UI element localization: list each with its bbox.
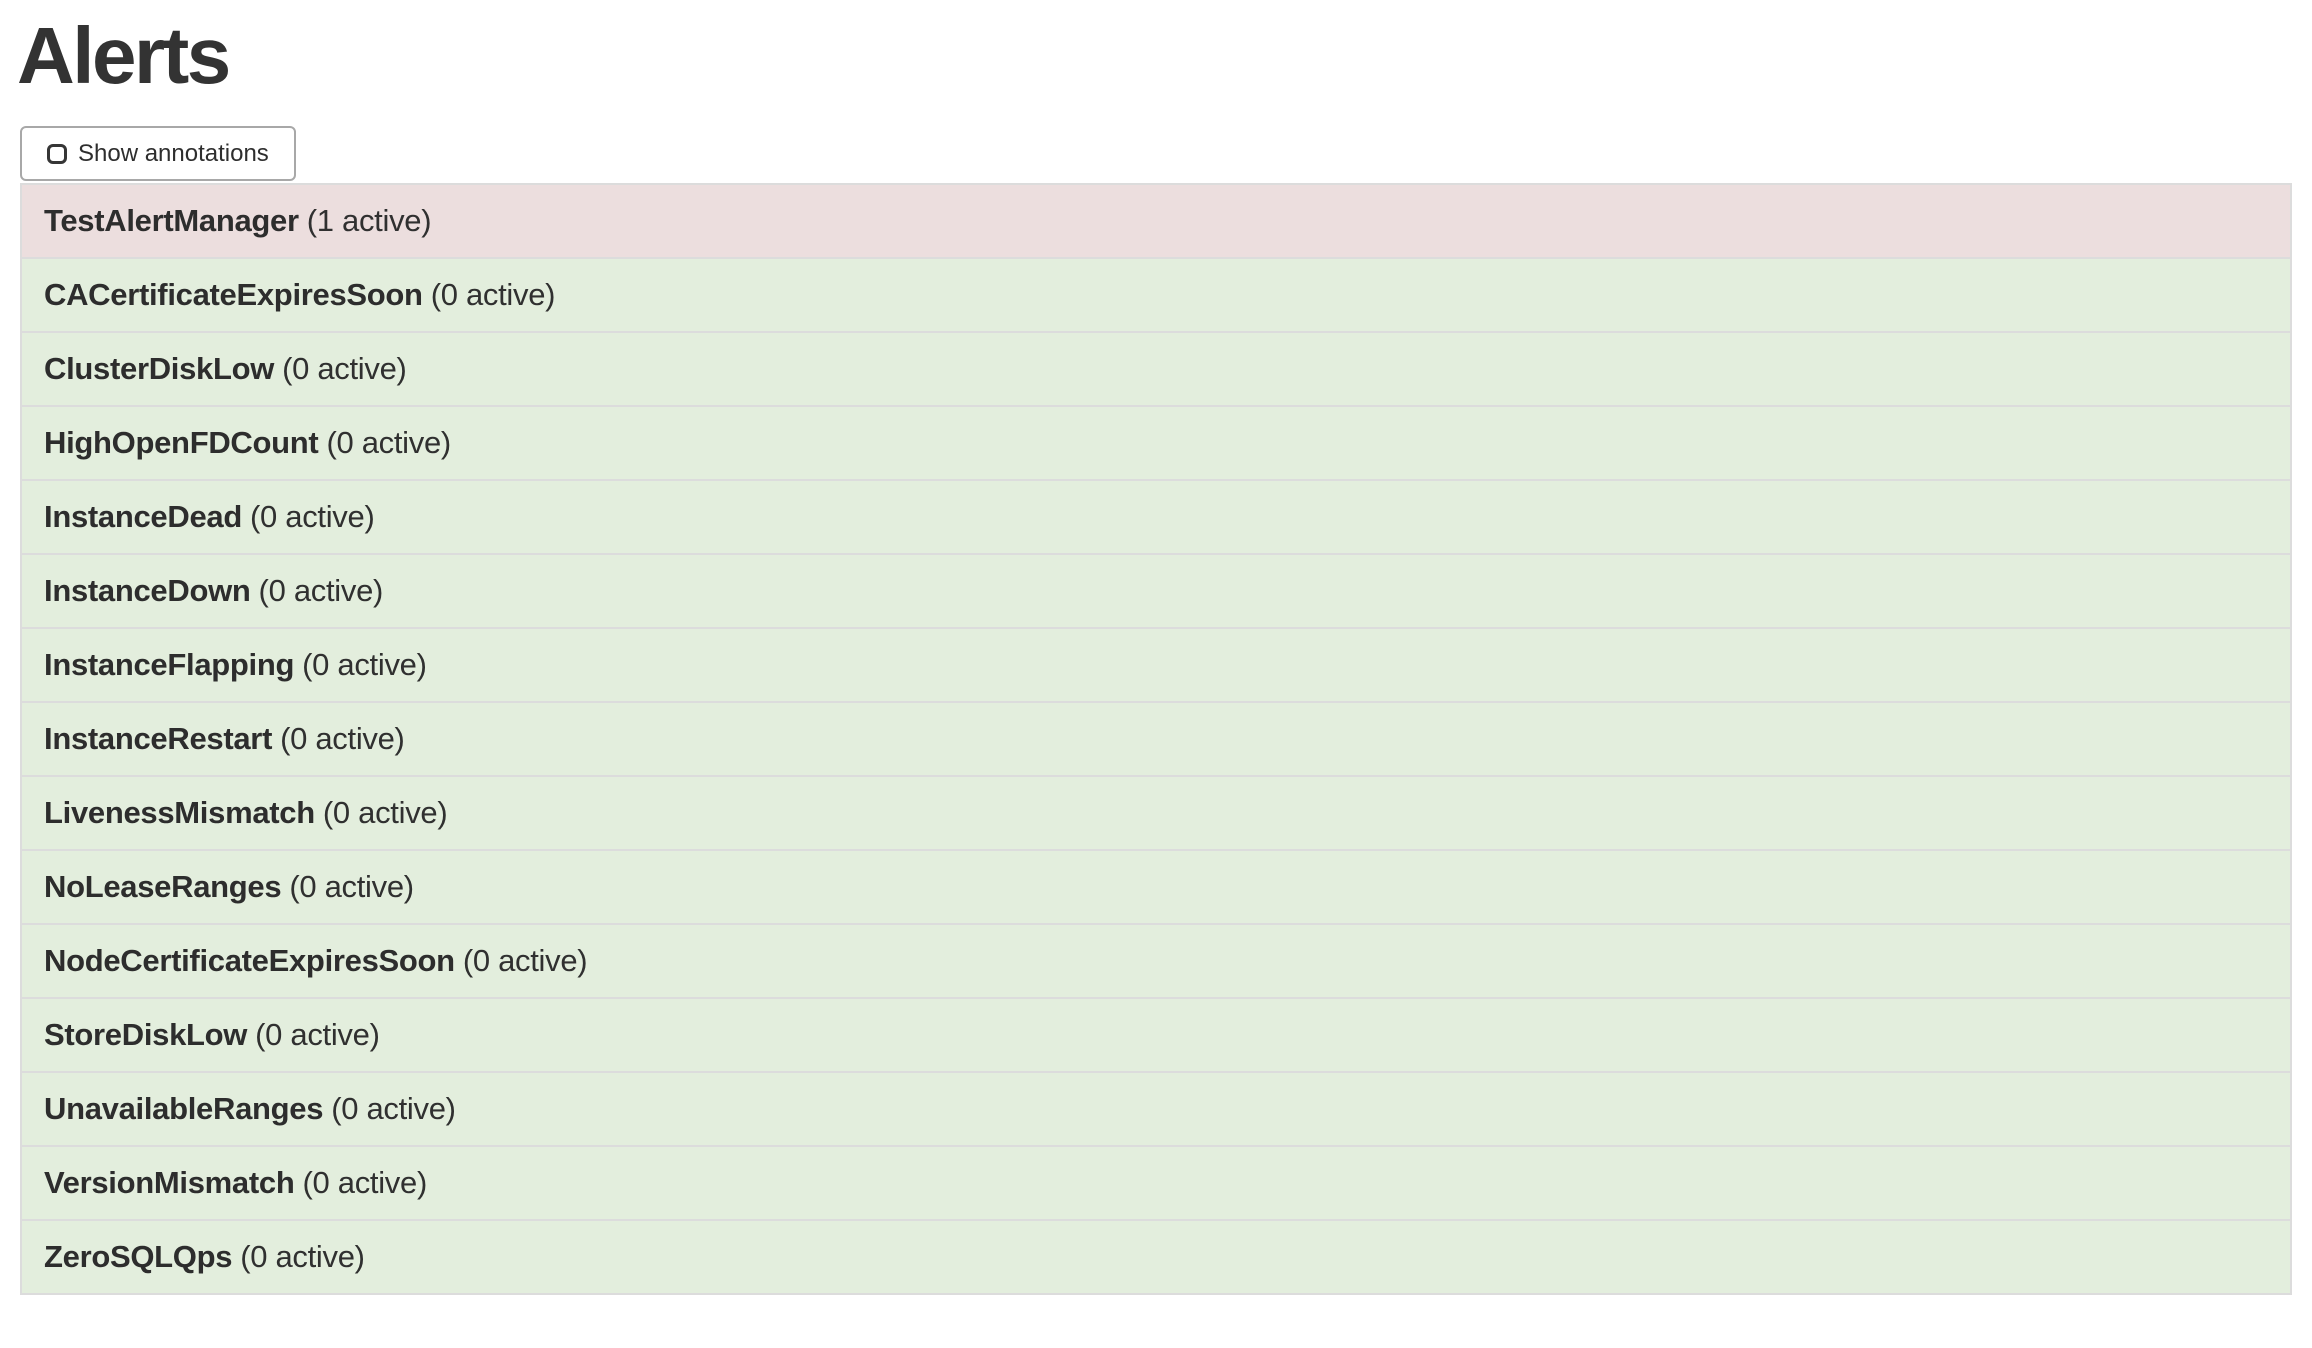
- alert-active-count: (0 active): [280, 721, 405, 756]
- alert-active-count: (0 active): [322, 795, 448, 830]
- alert-row: HighOpenFDCount (0 active): [20, 405, 2292, 481]
- show-annotations-label: Show annotations: [78, 139, 269, 167]
- alert-name: NoLeaseRanges: [44, 869, 282, 904]
- alert-name: StoreDiskLow: [44, 1017, 248, 1052]
- alert-row: LivenessMismatch (0 active): [20, 775, 2292, 851]
- alert-row: NodeCertificateExpiresSoon (0 active): [20, 923, 2292, 999]
- alert-name: LivenessMismatch: [44, 795, 315, 830]
- alert-active-count: (0 active): [282, 351, 407, 386]
- alert-name: InstanceDown: [44, 573, 251, 608]
- alert-row: VersionMismatch (0 active): [20, 1145, 2292, 1221]
- alert-active-count: (0 active): [302, 1165, 427, 1200]
- alert-row: InstanceFlapping (0 active): [20, 627, 2292, 703]
- alert-row: ClusterDiskLow (0 active): [20, 331, 2292, 407]
- alert-row: InstanceDown (0 active): [20, 553, 2292, 629]
- alert-active-count: (0 active): [302, 647, 427, 682]
- alert-row: UnavailableRanges (0 active): [20, 1071, 2292, 1147]
- alert-list: TestAlertManager (1 active) CACertificat…: [20, 183, 2292, 1295]
- alert-name: InstanceFlapping: [44, 647, 295, 682]
- alert-name: NodeCertificateExpiresSoon: [44, 943, 455, 978]
- alert-name: CACertificateExpiresSoon: [44, 277, 423, 312]
- alert-active-count: (0 active): [258, 573, 384, 608]
- alert-active-count: (0 active): [430, 277, 556, 312]
- alert-active-count: (0 active): [240, 1239, 365, 1274]
- alert-name: ClusterDiskLow: [44, 351, 275, 386]
- toolbar: Show annotations: [20, 126, 2292, 181]
- alert-row: InstanceDead (0 active): [20, 479, 2292, 555]
- alert-active-count: (0 active): [462, 943, 588, 978]
- alert-name: VersionMismatch: [44, 1165, 295, 1200]
- alert-active-count: (0 active): [331, 1091, 456, 1126]
- alert-active-count: (0 active): [289, 869, 414, 904]
- alert-row: CACertificateExpiresSoon (0 active): [20, 257, 2292, 333]
- alert-active-count: (0 active): [255, 1017, 380, 1052]
- alert-name: TestAlertManager: [44, 203, 299, 238]
- alert-name: InstanceRestart: [44, 721, 273, 756]
- alert-active-count: (0 active): [249, 499, 375, 534]
- show-annotations-button[interactable]: Show annotations: [20, 126, 296, 181]
- alert-row: TestAlertManager (1 active): [20, 183, 2292, 259]
- alert-name: UnavailableRanges: [44, 1091, 324, 1126]
- alerts-page: Alerts Show annotations TestAlertManager…: [0, 16, 2312, 1348]
- alert-name: ZeroSQLQps: [44, 1239, 233, 1274]
- alert-row: ZeroSQLQps (0 active): [20, 1219, 2292, 1295]
- alert-row: StoreDiskLow (0 active): [20, 997, 2292, 1073]
- alert-name: InstanceDead: [44, 499, 242, 534]
- page-title: Alerts: [17, 11, 231, 100]
- alert-active-count: (1 active): [306, 203, 432, 238]
- show-annotations-checkbox-icon[interactable]: [47, 143, 67, 164]
- alert-name: HighOpenFDCount: [44, 425, 319, 460]
- alert-active-count: (0 active): [326, 425, 451, 460]
- alert-row: NoLeaseRanges (0 active): [20, 849, 2292, 925]
- alert-row: InstanceRestart (0 active): [20, 701, 2292, 777]
